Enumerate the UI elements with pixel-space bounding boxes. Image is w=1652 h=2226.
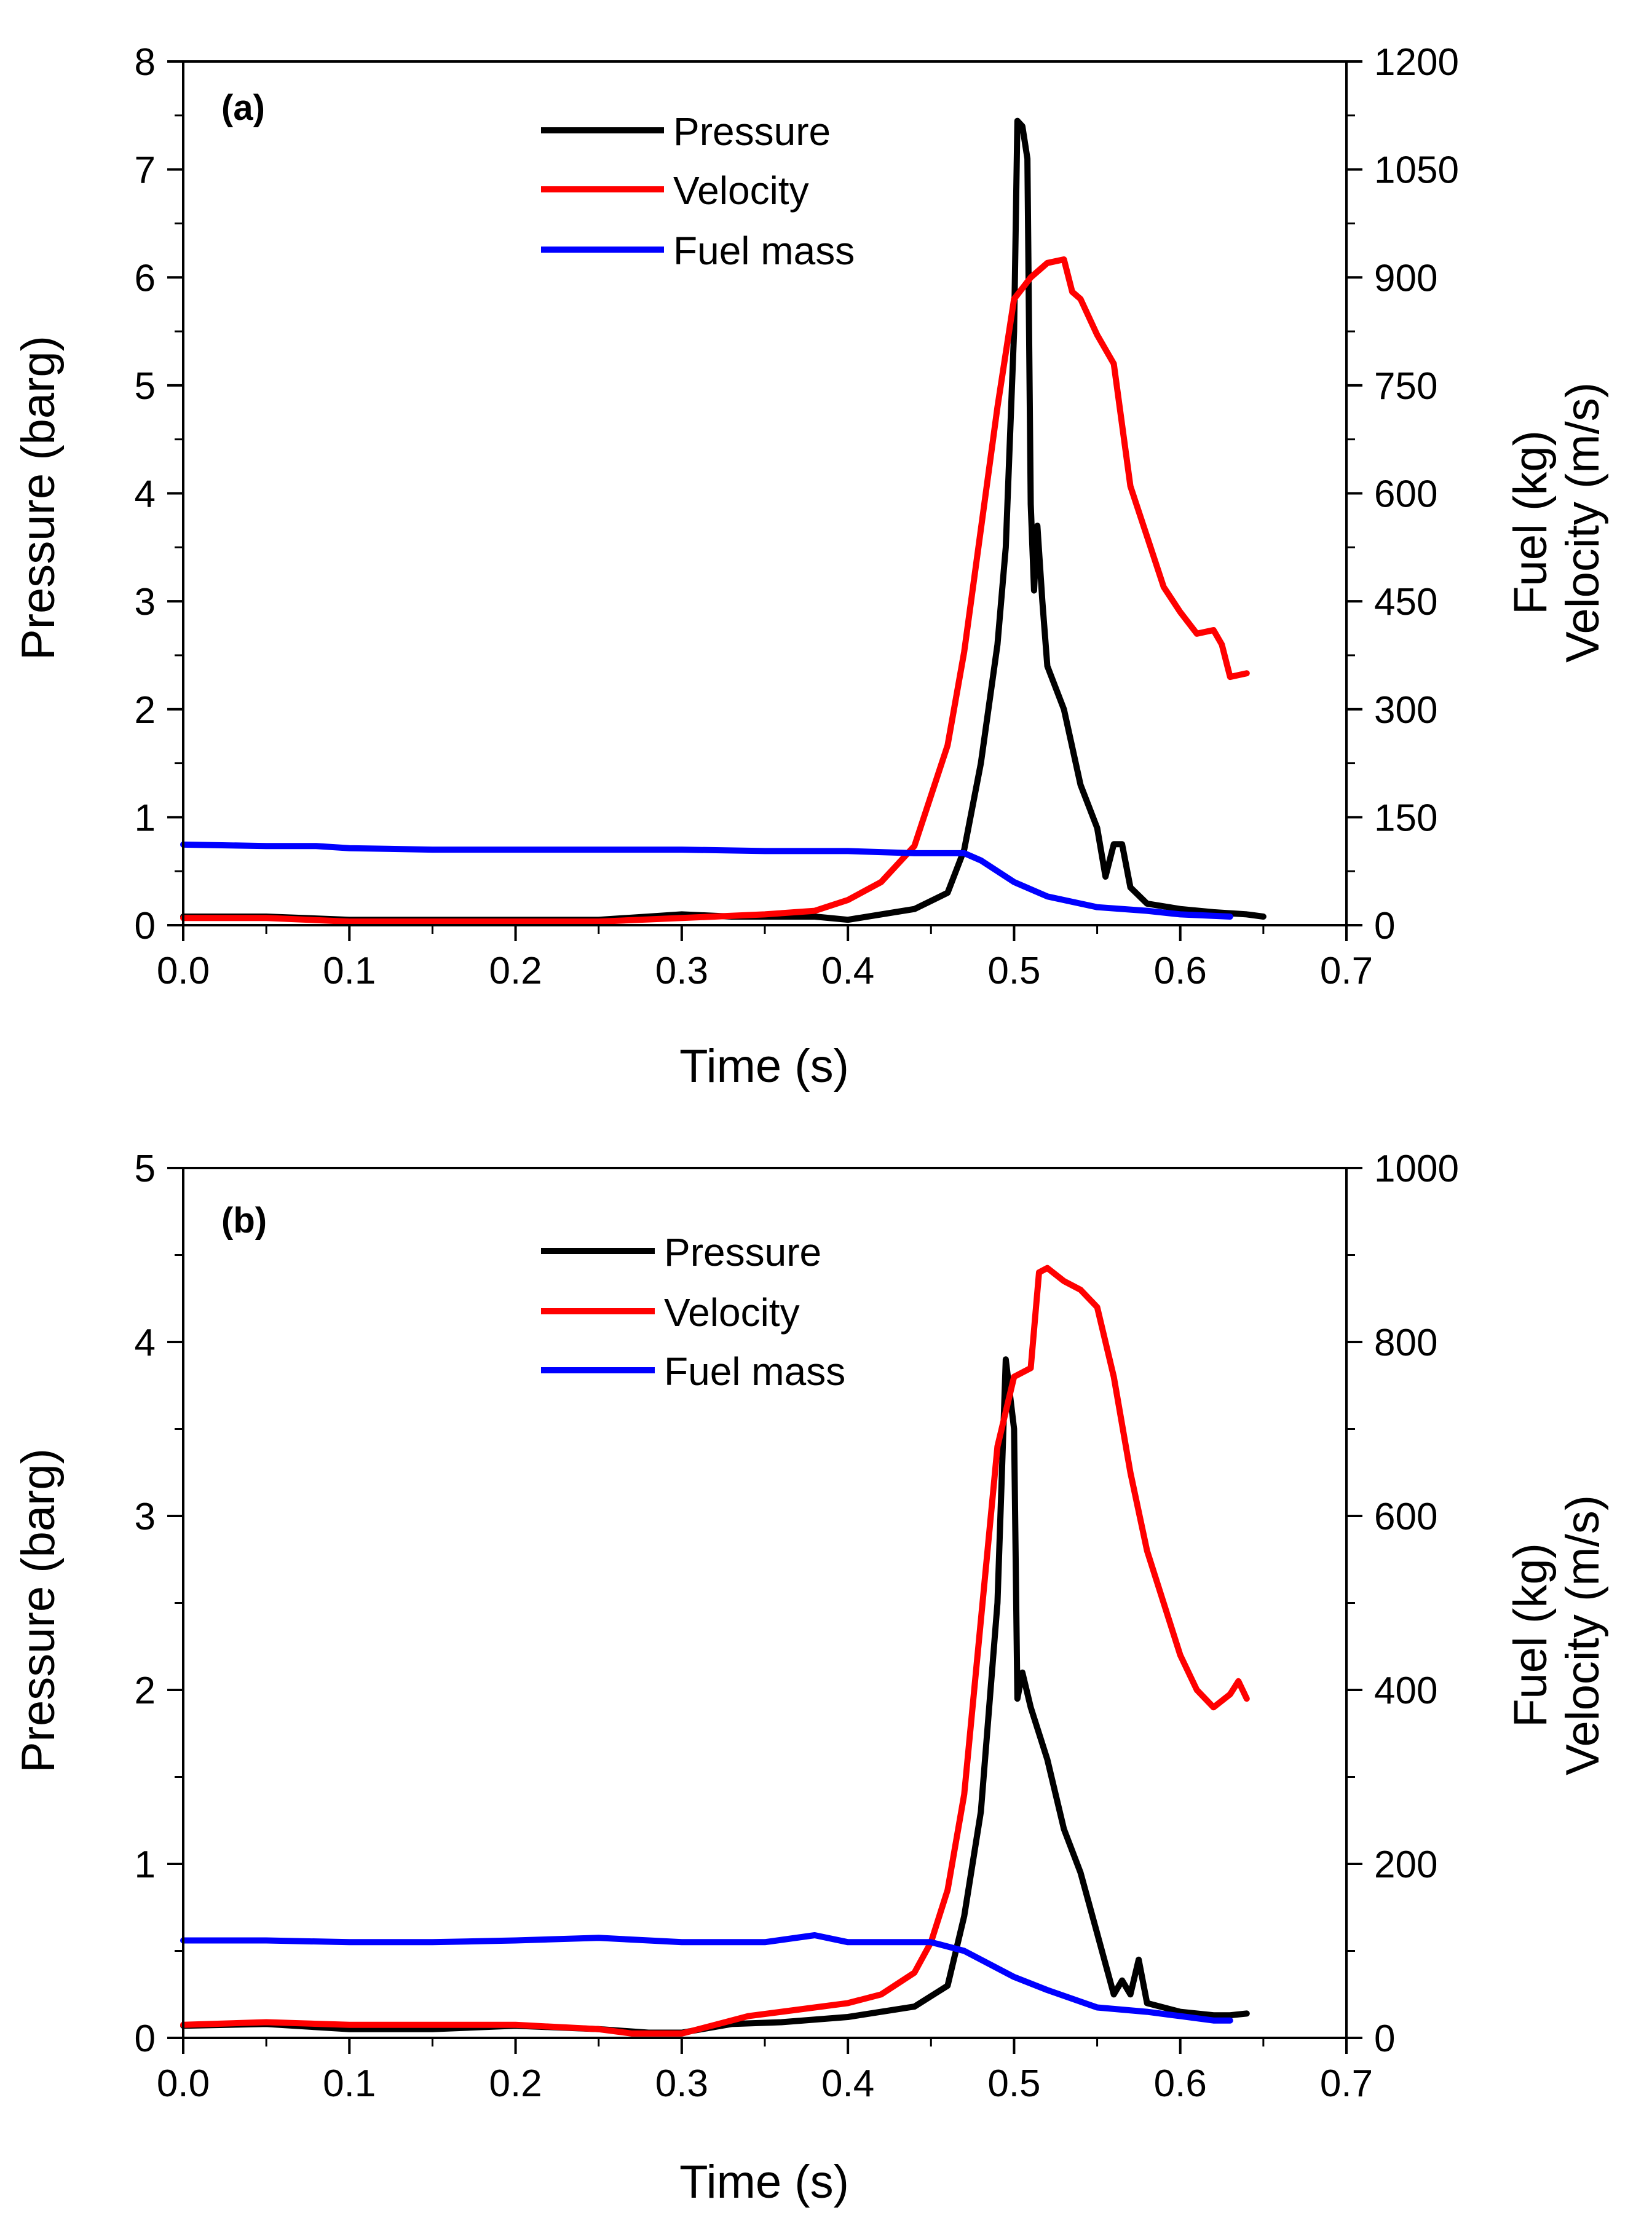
series-line-fuel-mass: [180, 1932, 1233, 2024]
y2-tick-label: 0: [1374, 2018, 1395, 2060]
y-tick-label: 7: [135, 149, 156, 192]
y2-tick-label: 450: [1374, 581, 1437, 623]
x-tick-label: 0.2: [489, 2062, 542, 2105]
y2-axis-title-line1: Fuel (kg): [1504, 1543, 1557, 1727]
x-tick-label: 0.5: [987, 2062, 1040, 2105]
x-tick-label: 0.6: [1154, 2062, 1207, 2105]
x-tick-label: 0.0: [157, 2062, 210, 2105]
y2-tick-label: 600: [1374, 473, 1437, 516]
y2-tick-label: 400: [1374, 1670, 1437, 1712]
legend-label-fuel-mass: Fuel mass: [664, 1349, 845, 1394]
y-tick-label: 0: [135, 2018, 156, 2060]
y2-axis-title-line1: Fuel (kg): [1504, 430, 1557, 615]
panel-a: Pressure (barg) Fuel (kg) Velocity (m/s)…: [12, 41, 1609, 1092]
legend-label-pressure: Pressure: [673, 109, 831, 154]
y2-tick-label: 600: [1374, 1496, 1437, 1538]
y2-tick-label: 0: [1374, 905, 1395, 947]
y2-tick-label: 750: [1374, 365, 1437, 408]
y-tick-label: 5: [135, 365, 156, 408]
y-tick-label: 0: [135, 905, 156, 947]
series-line-velocity: [180, 256, 1250, 925]
x-tick-label: 0.4: [821, 2062, 874, 2105]
legend-label-fuel-mass: Fuel mass: [673, 229, 855, 273]
series-line-velocity: [180, 1265, 1250, 2037]
x-tick-label: 0.7: [1320, 950, 1373, 992]
y-tick-label: 4: [135, 473, 156, 516]
legend: Pressure Velocity Fuel mass: [541, 1230, 845, 1394]
y2-tick-label: 300: [1374, 689, 1437, 732]
x-tick-label: 0.5: [987, 950, 1040, 992]
y2-tick-label: 1200: [1374, 41, 1459, 84]
y2-tick-label: 1050: [1374, 149, 1459, 192]
panel-b: Pressure (barg) Fuel (kg) Velocity (m/s)…: [12, 1148, 1609, 2208]
x-tick-label: 0.6: [1154, 950, 1207, 992]
y-axis-title-left: Pressure (barg): [12, 1448, 65, 1773]
y-tick-label: 1: [135, 1844, 156, 1886]
legend-label-velocity: Velocity: [673, 168, 809, 213]
y2-tick-label: 800: [1374, 1322, 1437, 1364]
y2-axis-title-line2: Velocity (m/s): [1557, 382, 1609, 663]
legend-label-velocity: Velocity: [664, 1290, 800, 1335]
y2-tick-label: 900: [1374, 257, 1437, 299]
y-tick-label: 8: [135, 41, 156, 84]
y-tick-label: 2: [135, 1670, 156, 1712]
plot-area: 0.0 0.1 0.2 0.3 0.4 0.5 0.6 0.70123450200400600…: [135, 1148, 1459, 2105]
x-axis-title: Time (s): [679, 1040, 849, 1092]
y2-tick-label: 1000: [1374, 1148, 1459, 1190]
series-line-pressure: [180, 117, 1267, 923]
x-tick-label: 0.7: [1320, 2062, 1373, 2105]
plot-area: 0.0 0.1 0.2 0.3 0.4 0.5 0.6 0.70123456780150300…: [135, 41, 1459, 992]
series-line-fuel-mass: [180, 841, 1233, 920]
x-tick-label: 0.1: [323, 950, 376, 992]
x-tick-label: 0.4: [821, 950, 874, 992]
y-tick-label: 3: [135, 1496, 156, 1538]
x-tick-label: 0.3: [655, 2062, 708, 2105]
y2-tick-label: 150: [1374, 797, 1437, 839]
y2-tick-label: 200: [1374, 1844, 1437, 1886]
x-tick-label: 0.1: [323, 2062, 376, 2105]
panel-label: (b): [221, 1201, 267, 1241]
x-axis-title: Time (s): [679, 2156, 849, 2208]
y-tick-label: 4: [135, 1322, 156, 1364]
y-tick-label: 5: [135, 1148, 156, 1190]
legend-label-pressure: Pressure: [664, 1230, 821, 1274]
x-tick-label: 0.2: [489, 950, 542, 992]
y2-axis-title-line2: Velocity (m/s): [1557, 1495, 1609, 1775]
x-tick-label: 0.0: [157, 950, 210, 992]
y-tick-label: 2: [135, 689, 156, 732]
y-axis-title-left: Pressure (barg): [12, 336, 65, 660]
panel-label: (a): [221, 88, 265, 128]
series-line-pressure: [180, 1356, 1250, 2036]
y-tick-label: 3: [135, 581, 156, 623]
y-tick-label: 6: [135, 257, 156, 299]
x-tick-label: 0.3: [655, 950, 708, 992]
y-tick-label: 1: [135, 797, 156, 839]
legend: Pressure Velocity Fuel mass: [541, 109, 855, 273]
